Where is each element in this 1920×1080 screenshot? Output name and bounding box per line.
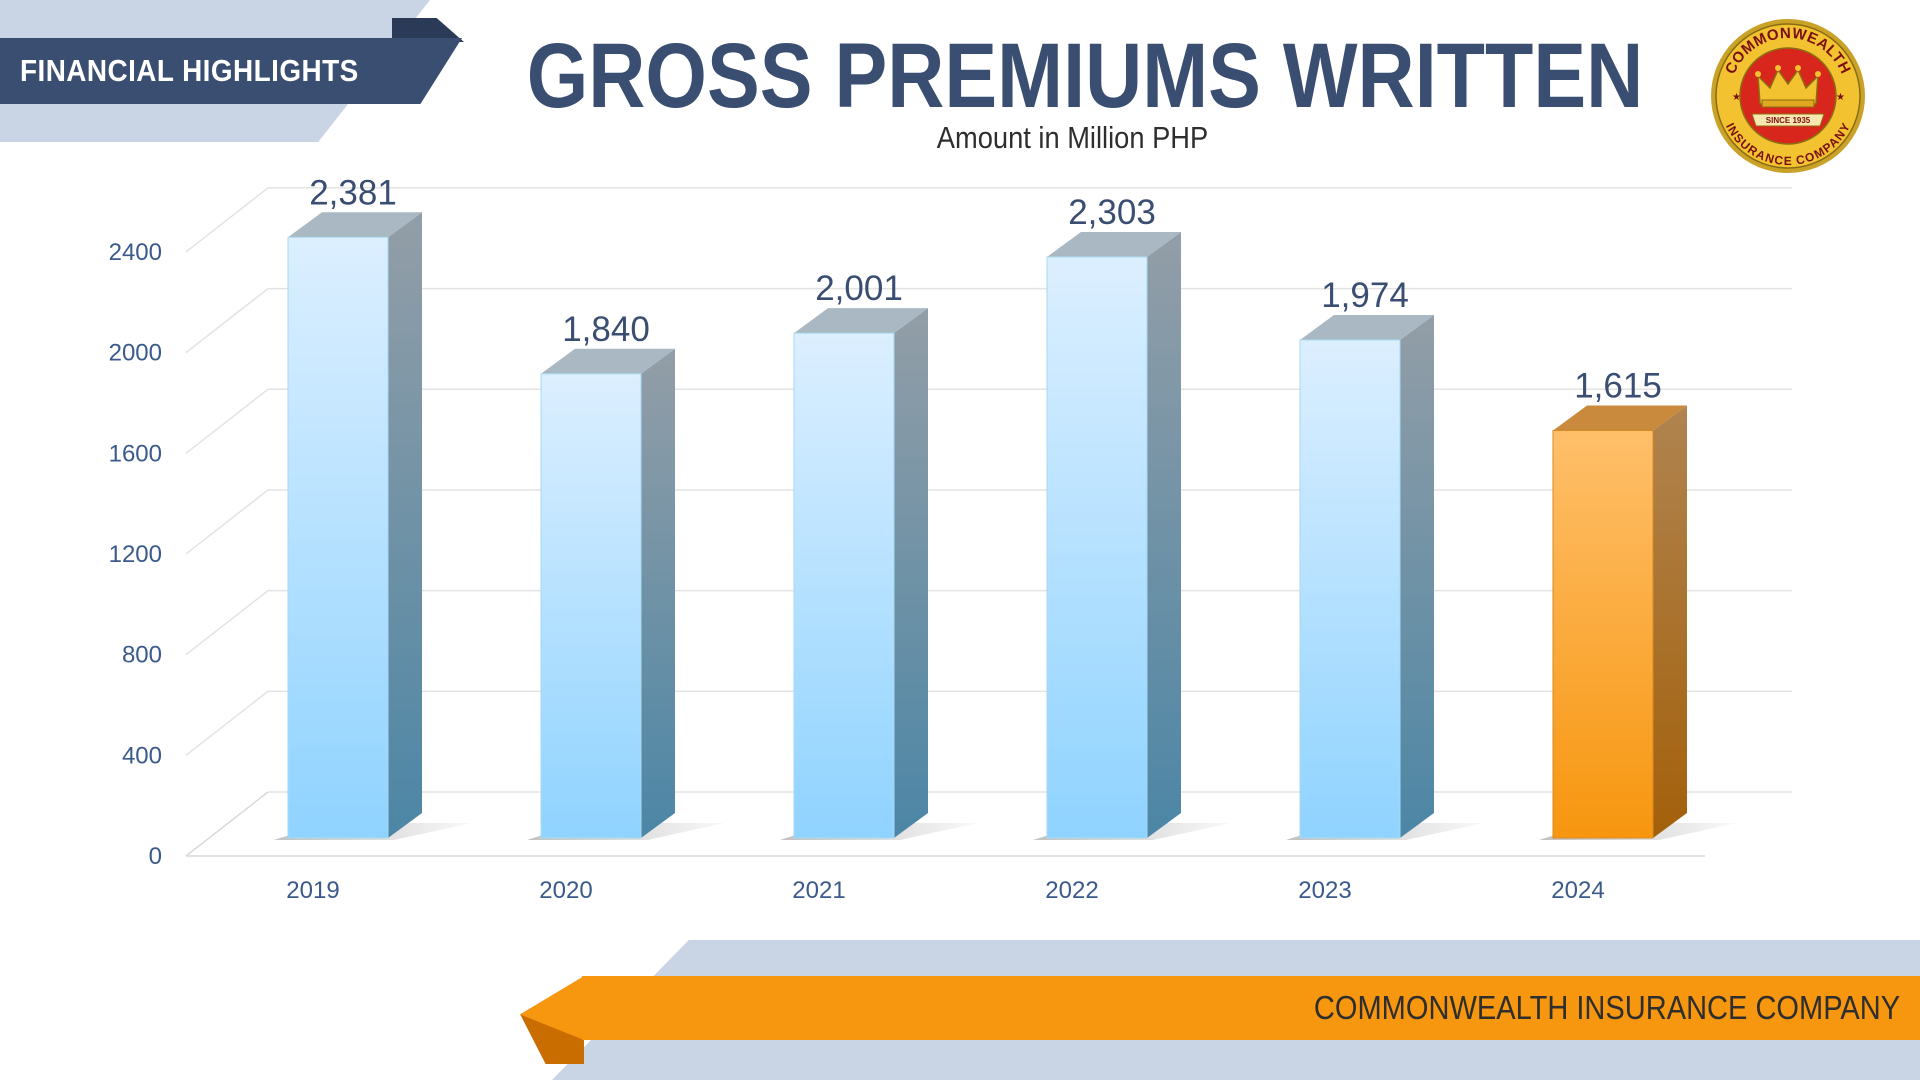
gridline-diagonal (185, 388, 269, 454)
gridline-diagonal (185, 187, 269, 253)
y-tick-label: 2400 (109, 239, 162, 266)
bar-front-face (1299, 339, 1401, 839)
data-label-2024: 1,615 (1574, 367, 1662, 406)
bar-2024: 1,615 2024 (1539, 367, 1737, 904)
bar-front-face (540, 373, 642, 839)
x-tick-label-2020: 2020 (539, 877, 592, 904)
data-label-2019: 2,381 (309, 173, 397, 212)
floor-edge-line (185, 791, 269, 857)
bar-side-face (388, 212, 422, 839)
bar-top-face (1047, 231, 1181, 257)
gridline-diagonal (185, 288, 269, 354)
footer-bar (582, 976, 1920, 1040)
page-subtitle: Amount in Million PHP (936, 120, 1209, 155)
x-tick-label-2023: 2023 (1298, 877, 1351, 904)
svg-text:★: ★ (1836, 92, 1845, 103)
bar-side-face (641, 348, 675, 838)
bar-side-face (1653, 405, 1687, 838)
logo-ribbon-text: SINCE 1935 (1766, 116, 1811, 125)
bar-front-face (287, 236, 389, 839)
y-tick-label: 2000 (109, 340, 162, 367)
y-tick-label: 1600 (109, 440, 162, 467)
y-tick-label: 400 (122, 742, 162, 769)
bar-2019: 2,381 2019 (274, 173, 472, 904)
data-label-2021: 2,001 (815, 269, 903, 308)
gridline-diagonal (185, 590, 269, 656)
bar-top-face (794, 308, 928, 334)
bar-2023: 1,974 2023 (1286, 276, 1484, 904)
bar-front-face (1552, 430, 1654, 839)
svg-text:★: ★ (1732, 92, 1741, 103)
data-label-2023: 1,974 (1321, 276, 1409, 315)
bar-front-face (793, 332, 895, 839)
x-tick-label-2024: 2024 (1551, 877, 1604, 904)
data-label-2020: 1,840 (562, 310, 650, 349)
x-tick-label-2019: 2019 (286, 877, 339, 904)
bar-top-face (288, 212, 422, 238)
bar-2022: 2,303 2022 (1033, 193, 1231, 904)
y-axis: 0 400 800 1200 1600 2000 2400 (109, 239, 162, 870)
bar-top-face (541, 348, 675, 374)
bar-2021: 2,001 2021 (780, 269, 978, 904)
x-tick-label-2022: 2022 (1045, 877, 1098, 904)
section-label: FINANCIAL HIGHLIGHTS (20, 53, 359, 88)
bar-front-face (1046, 256, 1148, 839)
section-banner (0, 38, 462, 104)
y-tick-label: 1200 (109, 541, 162, 568)
crown-icon (1755, 65, 1821, 108)
y-tick-label: 800 (122, 642, 162, 669)
page-title: GROSS PREMIUMS WRITTEN (526, 25, 1644, 127)
data-label-2022: 2,303 (1068, 193, 1156, 232)
bar-2020: 1,840 2020 (527, 310, 725, 904)
logo-ribbon (1751, 113, 1825, 127)
gridline-diagonal (185, 489, 269, 555)
footer-company-name: COMMONWEALTH INSURANCE COMPANY (1313, 989, 1900, 1026)
company-logo: COMMONWEALTH INSURANCE COMPANY ★ ★ SINCE… (1711, 19, 1865, 173)
bar-side-face (1147, 231, 1181, 838)
chart-grid (185, 187, 1792, 857)
bar-top-face (1300, 314, 1434, 340)
gridline-diagonal (185, 690, 269, 756)
bar-side-face (894, 308, 928, 838)
bar-top-face (1553, 405, 1687, 431)
bars: 2,381 2019 1,840 2020 2,001 2021 2,303 2022 1,97… (274, 173, 1737, 904)
bar-side-face (1400, 314, 1434, 838)
x-tick-label-2021: 2021 (792, 877, 845, 904)
y-tick-label: 0 (149, 843, 162, 870)
